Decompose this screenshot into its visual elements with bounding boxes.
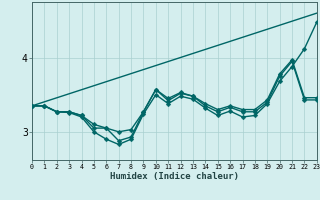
X-axis label: Humidex (Indice chaleur): Humidex (Indice chaleur) bbox=[110, 172, 239, 181]
